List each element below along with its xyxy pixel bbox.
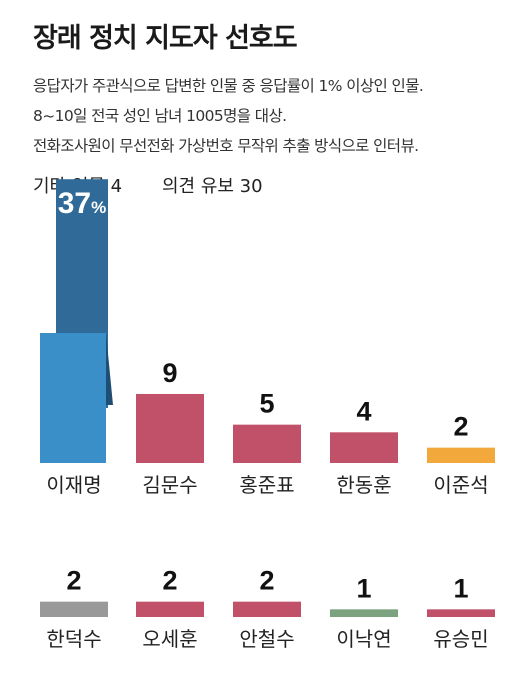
bar-0-1 [136,393,204,463]
bar-1-3 [330,609,398,617]
bar-0-4 [427,447,495,463]
description-line-1: 응답자가 주관식으로 답변한 인물 중 응답률이 1% 이상인 인물. [33,77,424,95]
bar-1-1 [136,601,204,617]
category-label-1-3: 이낙연 [336,627,391,651]
category-label-1-1: 오세훈 [142,627,197,651]
value-label-0-0: 37% [58,187,107,220]
opinion-reserved-note: 의견 유보 30 [162,176,263,197]
value-label-0-2: 5 [259,389,274,419]
bar-1-2 [233,601,301,617]
bar-0-0 [40,333,106,463]
value-label-1-2: 2 [259,566,274,596]
chart-title: 장래 정치 지도자 선호도 [33,23,298,54]
description-line-3: 전화조사원이 무선전화 가상번호 무작위 추출 방식으로 인터뷰. [33,137,419,155]
category-label-0-0: 이재명 [46,473,101,497]
value-label-0-4: 2 [453,412,468,442]
value-label-0-1: 9 [162,358,177,388]
bar-0-2 [233,424,301,463]
bar-1-0 [40,601,108,617]
bar-1-4 [427,609,495,617]
value-label-1-3: 1 [356,573,371,603]
category-label-0-4: 이준석 [433,473,488,497]
value-label-0-3: 4 [356,396,371,426]
bar-0-3 [330,432,398,463]
value-label-1-0: 2 [66,566,81,596]
category-label-0-3: 한동훈 [336,473,391,497]
value-label-1-4: 1 [453,573,468,603]
category-label-1-2: 안철수 [239,627,294,651]
category-label-0-2: 홍준표 [239,473,294,497]
description-line-2: 8~10일 전국 성인 남녀 1005명을 대상. [33,107,287,125]
category-label-1-0: 한덕수 [46,627,101,651]
value-label-1-1: 2 [162,566,177,596]
bar-0-0-fold [106,333,113,405]
category-label-0-1: 김문수 [142,473,197,497]
category-label-1-4: 유승민 [433,627,488,651]
